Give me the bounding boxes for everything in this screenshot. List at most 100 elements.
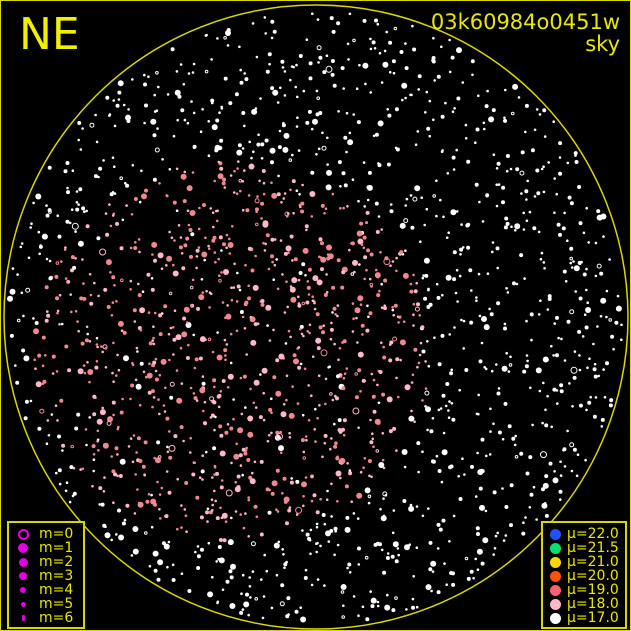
dot-symbol-icon [17, 598, 29, 610]
star [163, 543, 170, 550]
star [116, 427, 120, 431]
star [603, 395, 607, 399]
star [259, 97, 262, 100]
star [137, 282, 140, 286]
star [249, 596, 252, 599]
star [345, 150, 348, 154]
star [166, 450, 170, 454]
star [391, 260, 395, 263]
star [535, 168, 540, 173]
star [283, 132, 290, 139]
star [496, 301, 501, 306]
star [119, 410, 124, 415]
star [288, 506, 292, 509]
star [118, 534, 125, 541]
star [156, 480, 159, 484]
star [495, 363, 498, 366]
star [333, 342, 336, 346]
star [411, 605, 415, 610]
star [44, 318, 49, 323]
star [324, 377, 328, 381]
star [134, 473, 137, 476]
star [420, 196, 424, 199]
star [315, 337, 322, 344]
star [399, 222, 406, 229]
star [356, 120, 361, 125]
star [39, 408, 45, 414]
star [55, 261, 60, 265]
star [299, 362, 303, 366]
star [380, 341, 383, 345]
star [115, 221, 119, 226]
star [144, 103, 148, 108]
star [475, 412, 479, 416]
star [566, 239, 569, 242]
star [440, 150, 444, 153]
star [119, 176, 123, 180]
star [161, 541, 166, 546]
star [331, 192, 335, 196]
star [191, 71, 195, 74]
star [378, 462, 385, 468]
brightness-legend-item: μ=21.5 [549, 541, 625, 555]
star [357, 295, 364, 302]
star [107, 416, 113, 423]
star [296, 95, 299, 99]
star [542, 190, 546, 194]
star [497, 430, 502, 435]
star [426, 126, 431, 131]
star [342, 433, 346, 437]
star [226, 386, 230, 389]
star [376, 420, 381, 425]
star [424, 273, 429, 278]
star [266, 439, 270, 443]
star [281, 548, 285, 551]
star [289, 188, 292, 192]
star [408, 415, 415, 422]
star [578, 262, 582, 266]
star [85, 325, 89, 329]
star [283, 562, 288, 567]
star [152, 396, 156, 399]
star [488, 116, 495, 123]
star [259, 532, 264, 537]
star [220, 249, 223, 252]
star [395, 449, 398, 452]
star [160, 486, 164, 490]
star [450, 368, 454, 372]
star [273, 238, 277, 241]
star [431, 459, 436, 464]
star [241, 180, 245, 183]
star [395, 269, 398, 273]
star [461, 81, 465, 84]
star [539, 299, 542, 303]
star [303, 576, 308, 580]
star [268, 433, 271, 437]
star [193, 396, 198, 401]
star [59, 398, 64, 403]
star [11, 267, 15, 270]
star [224, 358, 227, 362]
star [287, 329, 291, 333]
star [68, 500, 72, 504]
star [265, 487, 270, 492]
star [366, 184, 373, 191]
star [296, 116, 299, 119]
star [432, 36, 435, 40]
star [79, 468, 82, 471]
star [171, 578, 176, 582]
star [212, 235, 217, 240]
star [316, 578, 320, 581]
star [310, 170, 315, 175]
star [555, 192, 558, 196]
star [87, 369, 94, 375]
star [275, 468, 280, 473]
dot-symbol-icon [17, 542, 29, 554]
star [268, 62, 271, 66]
star [120, 278, 124, 283]
star [492, 422, 495, 426]
star [98, 503, 101, 506]
star [205, 510, 209, 515]
star [150, 493, 153, 497]
star [333, 526, 338, 531]
